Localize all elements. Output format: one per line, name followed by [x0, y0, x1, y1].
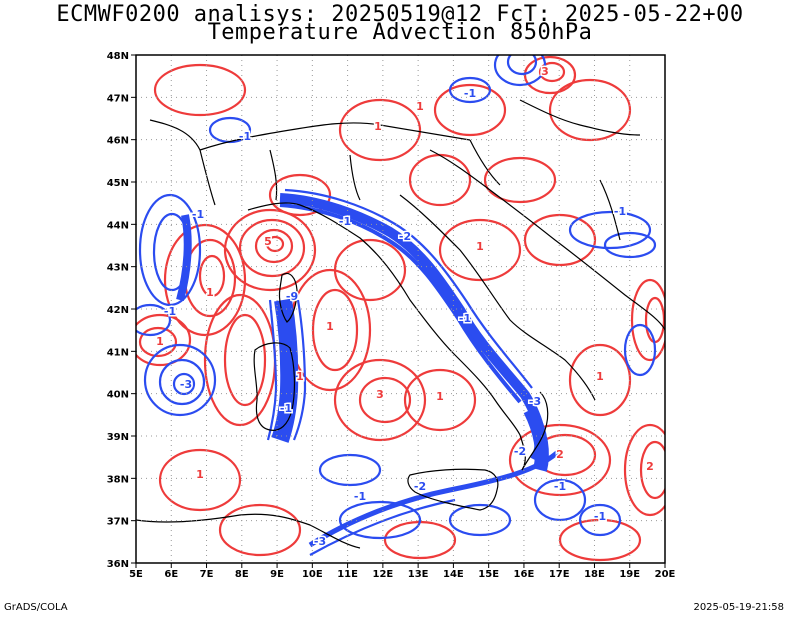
lat-tick-label: 43N: [107, 263, 129, 274]
contour-value-label: -3: [180, 378, 192, 391]
lon-tick-label: 11E: [337, 569, 358, 580]
lat-tick-label: 40N: [107, 390, 129, 401]
contour-value-label: -1: [614, 205, 626, 218]
lon-tick-label: 12E: [372, 569, 393, 580]
lat-tick-label: 48N: [107, 51, 129, 62]
lon-tick-label: 8E: [235, 569, 249, 580]
lat-tick-label: 38N: [107, 474, 129, 485]
lon-tick-label: 16E: [514, 569, 535, 580]
contour-value-label: 1: [196, 468, 204, 481]
coastlines: [136, 99, 665, 549]
chart-title-line1: ECMWF0200 analisys: 20250519@12 FcT: 202…: [56, 2, 744, 27]
contour-value-label: 5: [264, 235, 272, 248]
longitude-axis: 5E 6E 7E 8E 9E 10E 11E 12E 13E 14E 15E 16E 17E 18E 19E…: [129, 563, 676, 580]
contour-value-label: -1: [464, 87, 476, 100]
lon-tick-label: 9E: [270, 569, 284, 580]
contour-value-label: -3: [314, 535, 326, 548]
lon-tick-label: 10E: [302, 569, 323, 580]
contour-value-label: -1: [594, 510, 606, 523]
lon-tick-label: 20E: [655, 569, 676, 580]
lon-tick-label: 15E: [478, 569, 499, 580]
contour-value-label: 1: [436, 390, 444, 403]
contour-value-label: -1: [239, 130, 251, 143]
negative-contours: [136, 55, 657, 556]
contour-value-label: 1: [476, 240, 484, 253]
lon-tick-label: 13E: [408, 569, 429, 580]
contour-value-label: -1: [192, 208, 204, 221]
contour-value-label: 1: [206, 286, 214, 299]
contour-value-label: -3: [529, 395, 541, 408]
lat-tick-label: 45N: [107, 178, 129, 189]
contour-value-label: -2: [399, 230, 411, 243]
lat-tick-label: 47N: [107, 93, 129, 104]
contour-value-label: -1: [164, 305, 176, 318]
footer-timestamp: 2025-05-19-21:58: [693, 602, 784, 613]
contour-value-label: -2: [414, 480, 426, 493]
contour-value-label: 2: [646, 460, 654, 473]
lat-tick-label: 36N: [107, 559, 129, 570]
graticule: [136, 55, 665, 563]
lon-tick-label: 19E: [619, 569, 640, 580]
contour-value-label: -1: [280, 402, 292, 415]
chart-title-line2: Temperature Advection 850hPa: [207, 20, 593, 45]
contour-value-label: 1: [326, 320, 334, 333]
lon-tick-label: 7E: [200, 569, 214, 580]
contour-value-label: -2: [514, 445, 526, 458]
contour-value-label: -1: [354, 490, 366, 503]
lat-tick-label: 46N: [107, 136, 129, 147]
lat-tick-label: 41N: [107, 347, 129, 358]
lon-tick-label: 5E: [129, 569, 143, 580]
lat-tick-label: 44N: [107, 220, 129, 231]
lat-tick-label: 37N: [107, 517, 129, 528]
contour-value-label: -9: [286, 290, 298, 303]
contour-labels: -1 -1 -3 -9 -1 -1 -2 -1 -3 -2 -1 -2 -3 -1 -1 -1 -1 -1 5 1 1 1…: [155, 64, 656, 550]
lat-tick-label: 39N: [107, 432, 129, 443]
lon-tick-label: 17E: [549, 569, 570, 580]
contour-value-label: -1: [459, 312, 471, 325]
contour-value-label: 2: [556, 448, 564, 461]
contour-value-label: 1: [296, 370, 304, 383]
contour-value-label: 1: [596, 370, 604, 383]
lon-tick-label: 14E: [443, 569, 464, 580]
map-background: [136, 55, 665, 563]
positive-contours: [136, 55, 665, 562]
lon-tick-label: 18E: [584, 569, 605, 580]
contour-value-label: 1: [374, 120, 382, 133]
contour-value-label: 3: [541, 65, 549, 78]
contour-value-label: -1: [554, 480, 566, 493]
latitude-axis: 48N 47N 46N 45N 44N 43N 42N 41N 40N 39N 38N 37N 36N: [107, 51, 136, 570]
contour-value-label: 1: [416, 100, 424, 113]
lat-tick-label: 42N: [107, 305, 129, 316]
footer-credit: GrADS/COLA: [4, 602, 68, 613]
contour-value-label: 1: [156, 335, 164, 348]
contour-value-label: 3: [376, 388, 384, 401]
contour-value-label: -1: [339, 215, 351, 228]
lon-tick-label: 6E: [164, 569, 178, 580]
contour-layer: [136, 55, 665, 562]
